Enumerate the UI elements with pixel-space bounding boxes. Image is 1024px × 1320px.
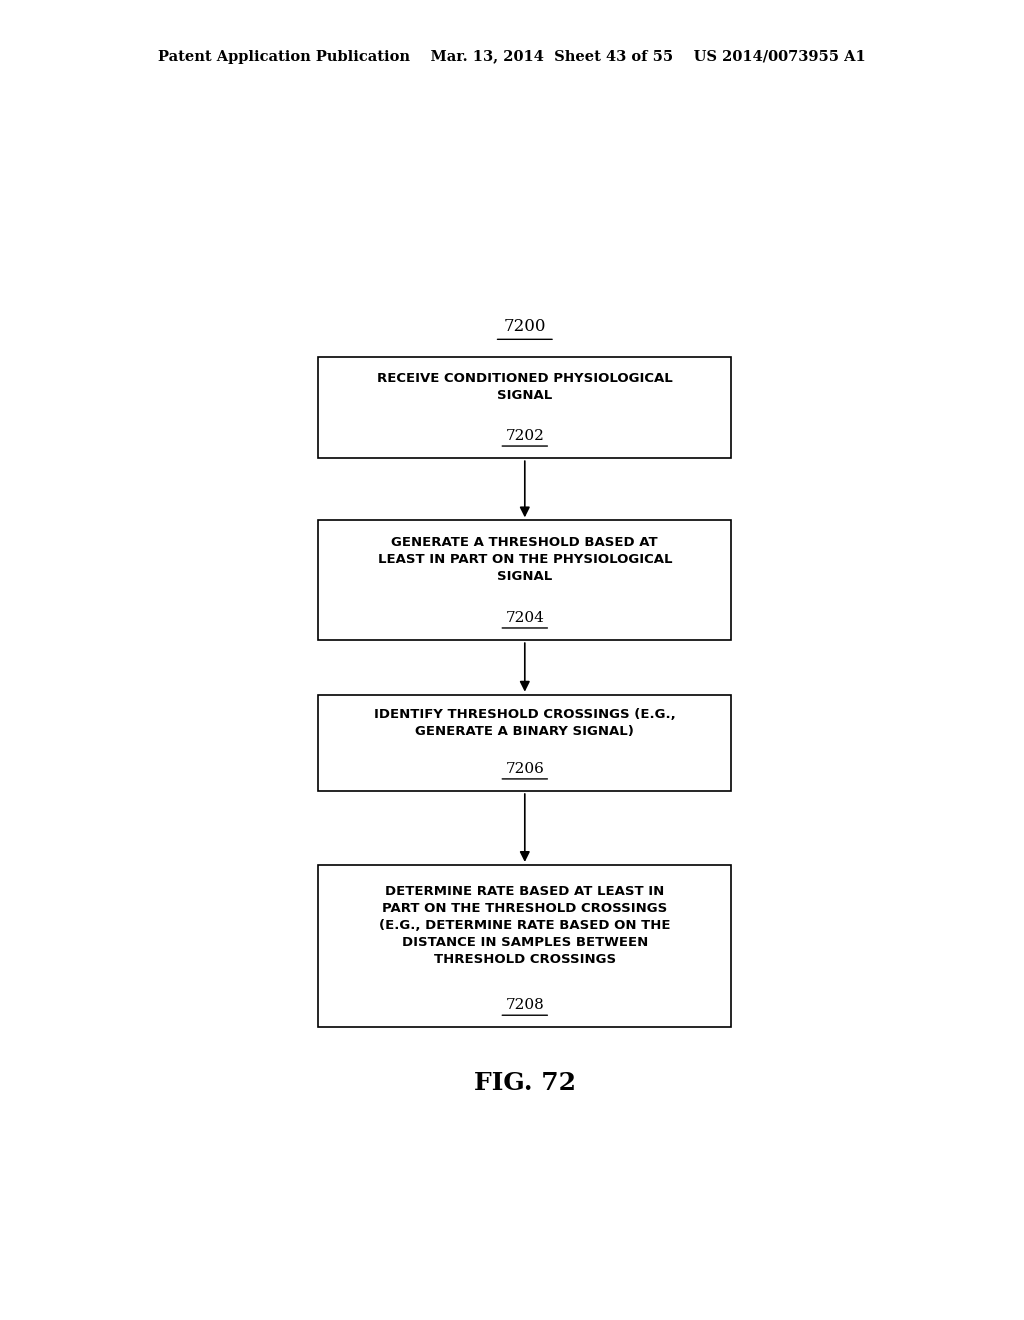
FancyBboxPatch shape xyxy=(318,520,731,640)
Text: 7200: 7200 xyxy=(504,318,546,334)
Text: DETERMINE RATE BASED AT LEAST IN
PART ON THE THRESHOLD CROSSINGS
(E.G., DETERMIN: DETERMINE RATE BASED AT LEAST IN PART ON… xyxy=(379,886,671,966)
Text: RECEIVE CONDITIONED PHYSIOLOGICAL
SIGNAL: RECEIVE CONDITIONED PHYSIOLOGICAL SIGNAL xyxy=(377,372,673,403)
Text: GENERATE A THRESHOLD BASED AT
LEAST IN PART ON THE PHYSIOLOGICAL
SIGNAL: GENERATE A THRESHOLD BASED AT LEAST IN P… xyxy=(378,536,672,583)
Text: 7206: 7206 xyxy=(506,762,544,776)
FancyBboxPatch shape xyxy=(318,865,731,1027)
FancyBboxPatch shape xyxy=(318,356,731,458)
Text: IDENTIFY THRESHOLD CROSSINGS (E.G.,
GENERATE A BINARY SIGNAL): IDENTIFY THRESHOLD CROSSINGS (E.G., GENE… xyxy=(374,708,676,738)
Text: 7208: 7208 xyxy=(506,998,544,1012)
Text: 7202: 7202 xyxy=(506,429,544,444)
FancyBboxPatch shape xyxy=(318,694,731,791)
Text: FIG. 72: FIG. 72 xyxy=(474,1072,575,1096)
Text: 7204: 7204 xyxy=(506,611,544,624)
Text: Patent Application Publication    Mar. 13, 2014  Sheet 43 of 55    US 2014/00739: Patent Application Publication Mar. 13, … xyxy=(158,50,866,65)
